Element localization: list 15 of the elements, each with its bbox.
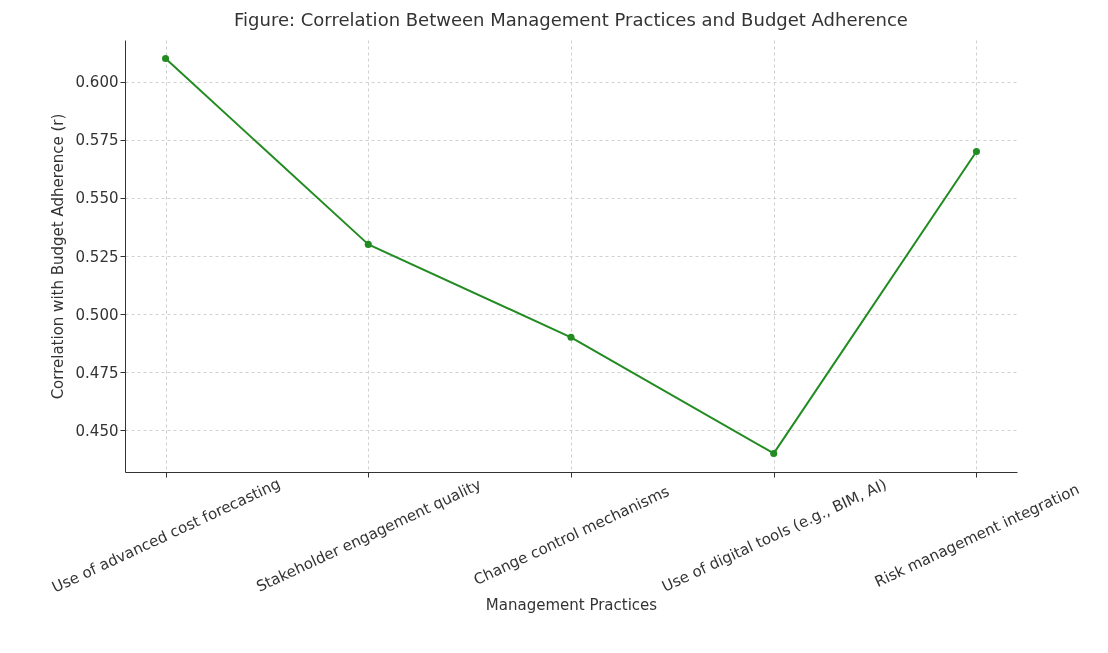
y-tick-label: 0.575	[75, 131, 119, 150]
y-tick-label: 0.525	[75, 247, 119, 266]
y-tick-label: 0.500	[75, 305, 119, 324]
y-tick-label: 0.475	[75, 363, 119, 382]
point	[364, 240, 372, 248]
y-tick-label: 0.450	[75, 421, 119, 440]
y-axis-title: Correlation with Budget Adherence (r)	[48, 113, 67, 400]
point	[972, 147, 980, 156]
x-axis-title: Management Practices	[485, 595, 658, 614]
y-tick-label: 0.550	[75, 189, 119, 208]
point	[567, 333, 575, 341]
point	[162, 55, 170, 63]
y-tick-label: 0.600	[75, 73, 119, 92]
point	[770, 449, 778, 457]
chart-title: Figure: Correlation Between Management Practices and Budget Adherence	[234, 9, 908, 30]
